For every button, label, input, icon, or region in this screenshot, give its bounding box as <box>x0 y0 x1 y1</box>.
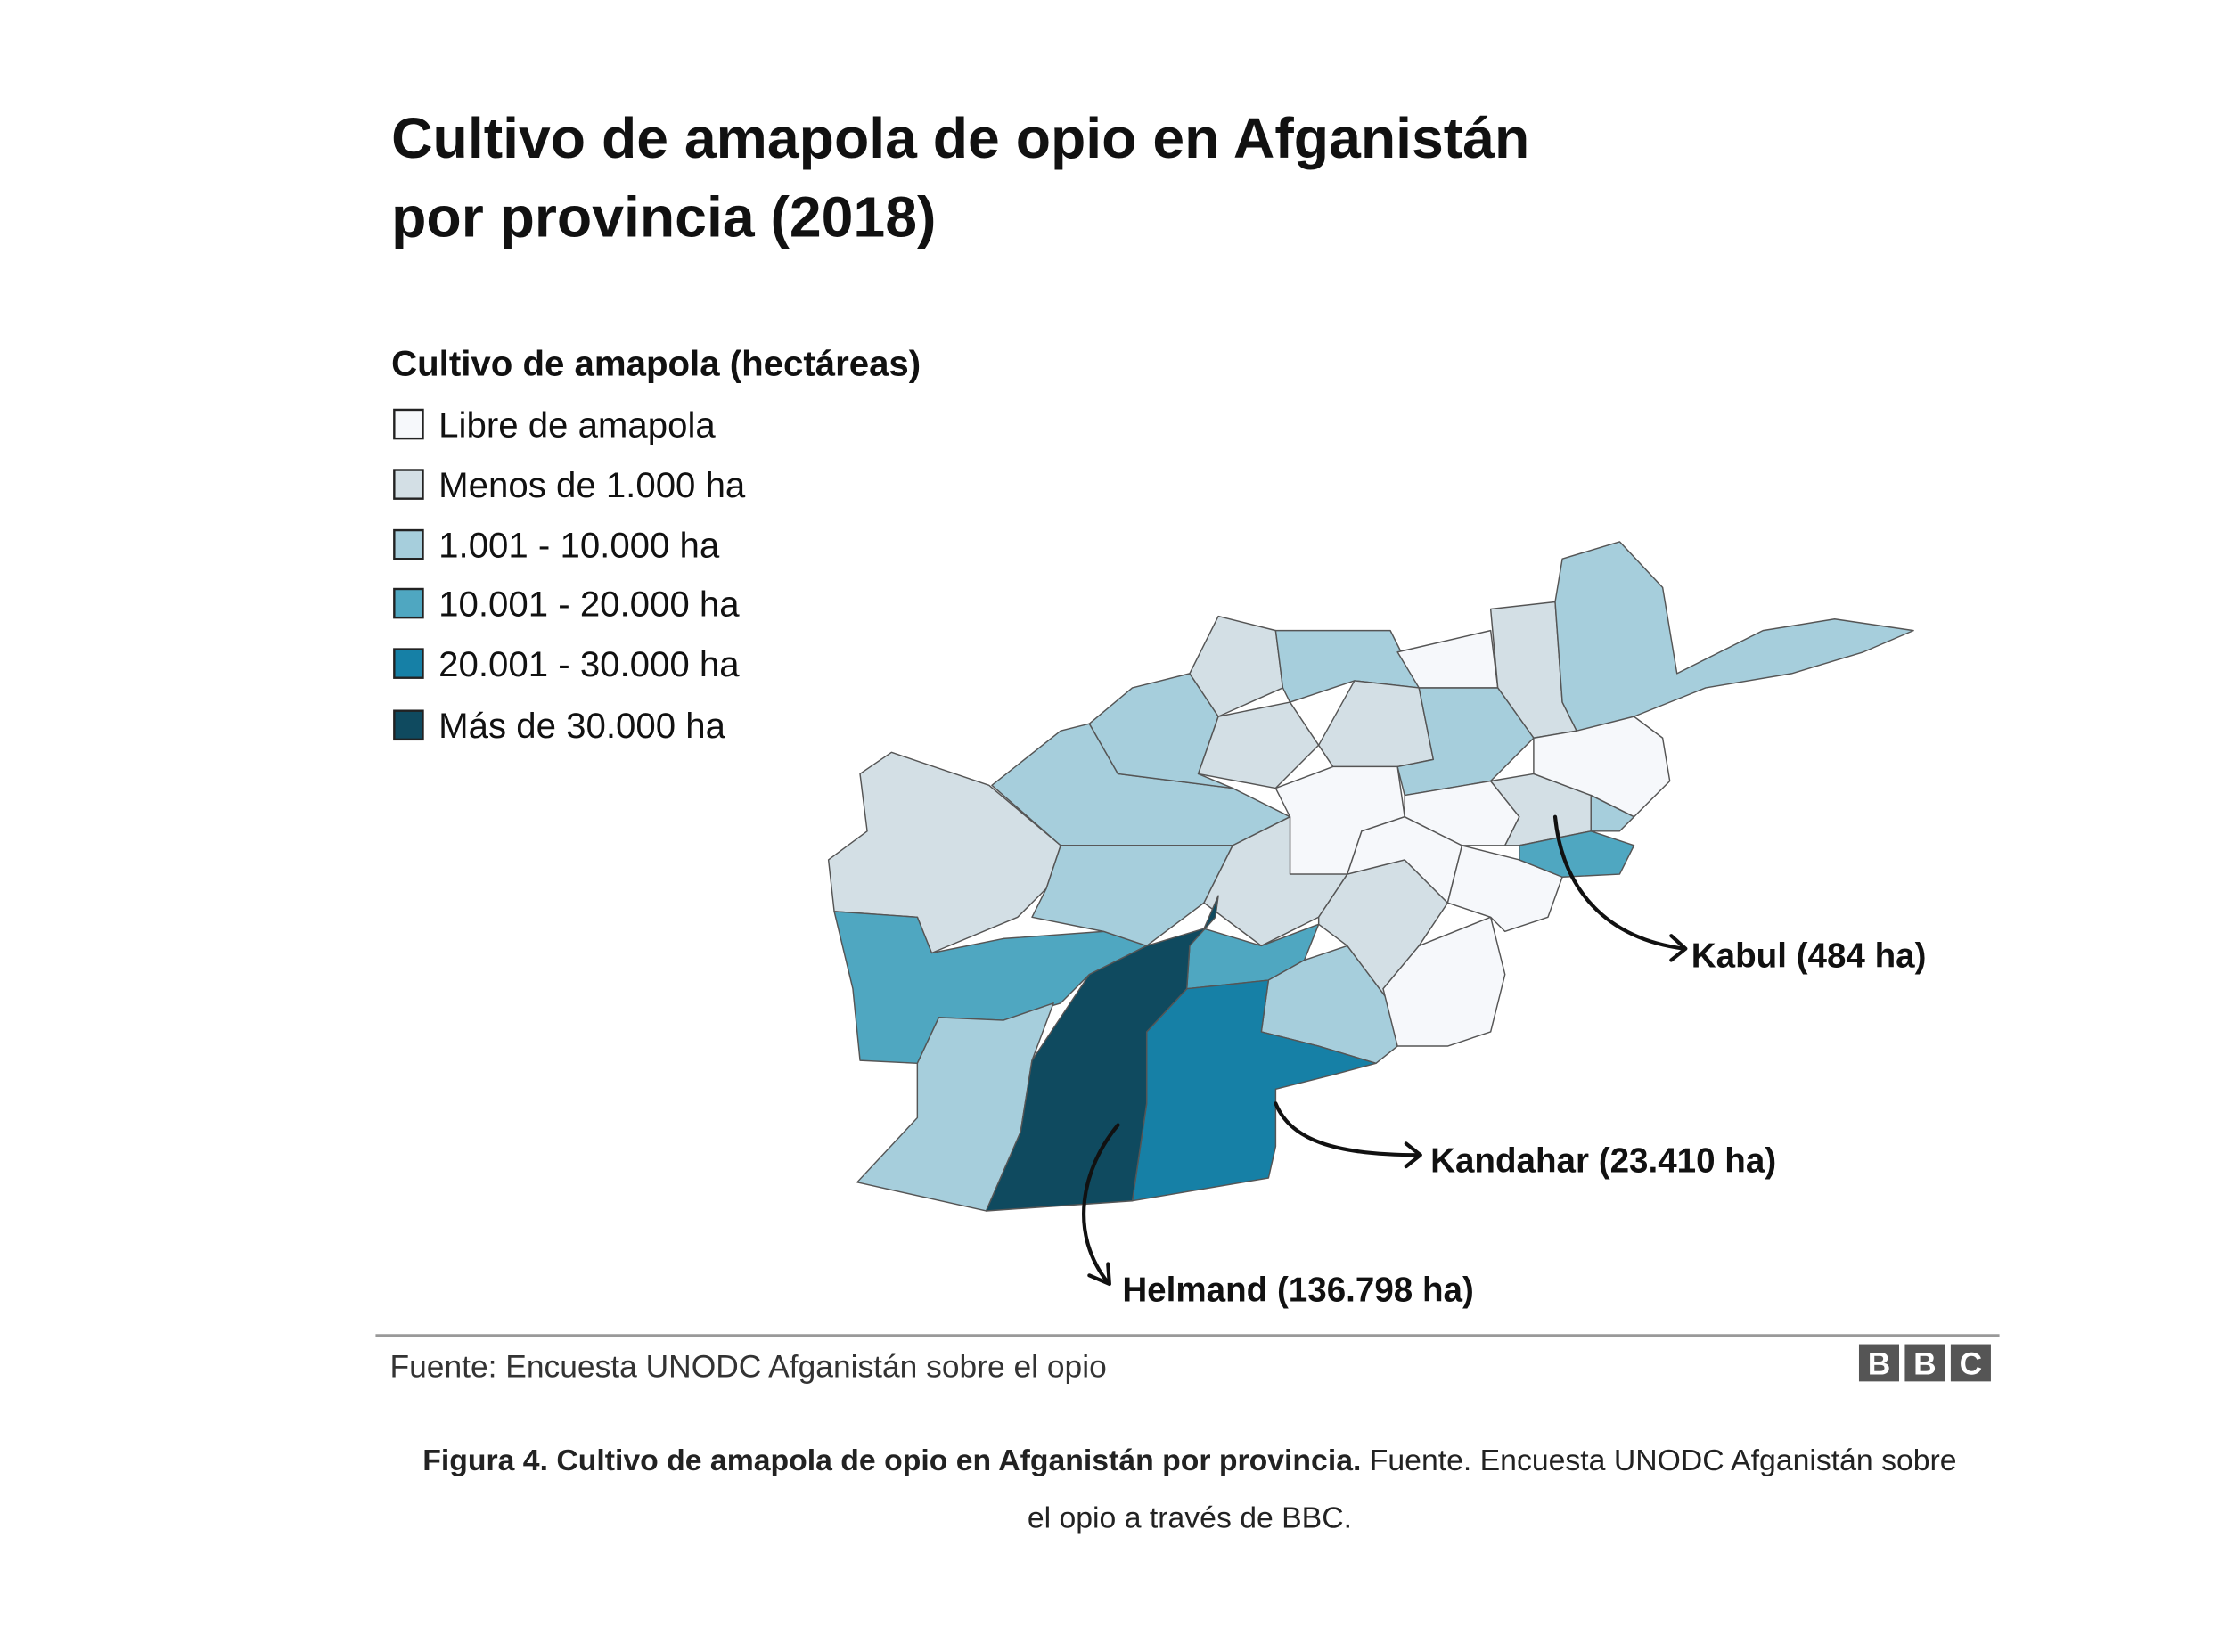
title: por provincia (2018) <box>391 184 936 249</box>
annotation: Kabul (484 ha) <box>1691 937 1927 976</box>
annotation: Helmand (136.798 ha) <box>1122 1271 1474 1309</box>
legend-swatch <box>393 408 424 440</box>
province <box>833 911 1148 1065</box>
title: Cultivo de amapola de opio en Afganistán <box>391 106 1529 170</box>
map <box>827 541 1914 1212</box>
logo-letter: C <box>1960 1346 1983 1381</box>
legend-swatch <box>393 469 424 500</box>
logo: B B C <box>1858 1344 1991 1382</box>
province <box>1317 680 1435 768</box>
legend-label: Menos de 1.000 ha <box>438 465 746 505</box>
legend-label: Más de 30.000 ha <box>438 706 725 746</box>
province <box>1590 794 1635 832</box>
annotation-arrows <box>1082 814 1688 1287</box>
legend-title: Cultivo de amapola (hectáreas) <box>391 343 921 383</box>
legend-swatch <box>393 587 424 619</box>
legend-swatch <box>393 709 424 741</box>
legend-label: Libre de amapola <box>438 405 716 446</box>
caption-bold: Figura 4. Cultivo de amapola de opio en … <box>422 1443 1361 1477</box>
legend-label: 1.001 - 10.000 ha <box>438 526 720 566</box>
source: Fuente: Encuesta UNODC Afganistán sobre … <box>390 1350 1107 1385</box>
legend-label: 20.001 - 30.000 ha <box>438 644 740 684</box>
legend-label: 10.001 - 20.000 ha <box>438 585 740 625</box>
caption: Figura 4. Cultivo de amapola de opio en … <box>422 1443 1956 1477</box>
province <box>1519 830 1635 878</box>
logo-letter: B <box>1913 1346 1937 1381</box>
logo-letter: B <box>1868 1346 1891 1381</box>
province <box>1533 716 1671 818</box>
caption-text: el opio a través de BBC. <box>1028 1501 1352 1534</box>
province <box>1197 701 1320 789</box>
province <box>985 895 1219 1212</box>
caption-text: Fuente. Encuesta UNODC Afganistán sobre <box>1370 1443 1957 1477</box>
legend-swatch <box>393 648 424 679</box>
province <box>1382 916 1506 1047</box>
legend-swatch <box>393 528 424 560</box>
annotation: Kandahar (23.410 ha) <box>1430 1142 1776 1181</box>
legend: Libre de amapola Menos de 1.000 ha 1.001 -… <box>393 405 746 746</box>
